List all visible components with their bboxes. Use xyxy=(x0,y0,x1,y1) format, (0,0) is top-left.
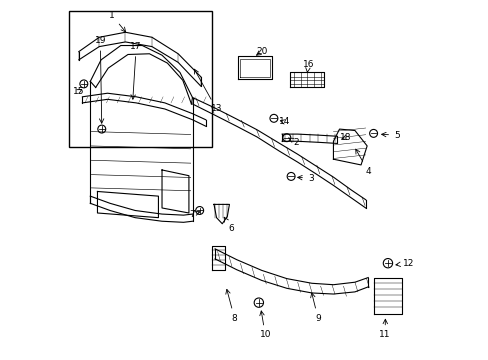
Text: 15: 15 xyxy=(73,86,84,95)
Text: 11: 11 xyxy=(379,319,390,339)
Text: 1: 1 xyxy=(109,10,125,32)
Text: 3: 3 xyxy=(297,174,313,183)
Text: 5: 5 xyxy=(381,131,399,140)
Text: 20: 20 xyxy=(256,47,267,56)
Text: 9: 9 xyxy=(310,293,320,323)
Text: 10: 10 xyxy=(259,311,270,339)
Text: 6: 6 xyxy=(224,217,233,233)
Text: 4: 4 xyxy=(355,149,370,176)
Text: 12: 12 xyxy=(395,259,414,268)
Text: 2: 2 xyxy=(288,138,299,147)
Bar xyxy=(69,12,212,147)
Text: 18: 18 xyxy=(339,133,351,142)
Text: 16: 16 xyxy=(302,60,313,72)
Text: 14: 14 xyxy=(279,117,290,126)
Text: 19: 19 xyxy=(94,36,106,123)
Text: 8: 8 xyxy=(225,289,237,323)
Text: 7: 7 xyxy=(189,210,200,219)
Text: 13: 13 xyxy=(194,69,222,113)
Text: 17: 17 xyxy=(130,42,142,99)
